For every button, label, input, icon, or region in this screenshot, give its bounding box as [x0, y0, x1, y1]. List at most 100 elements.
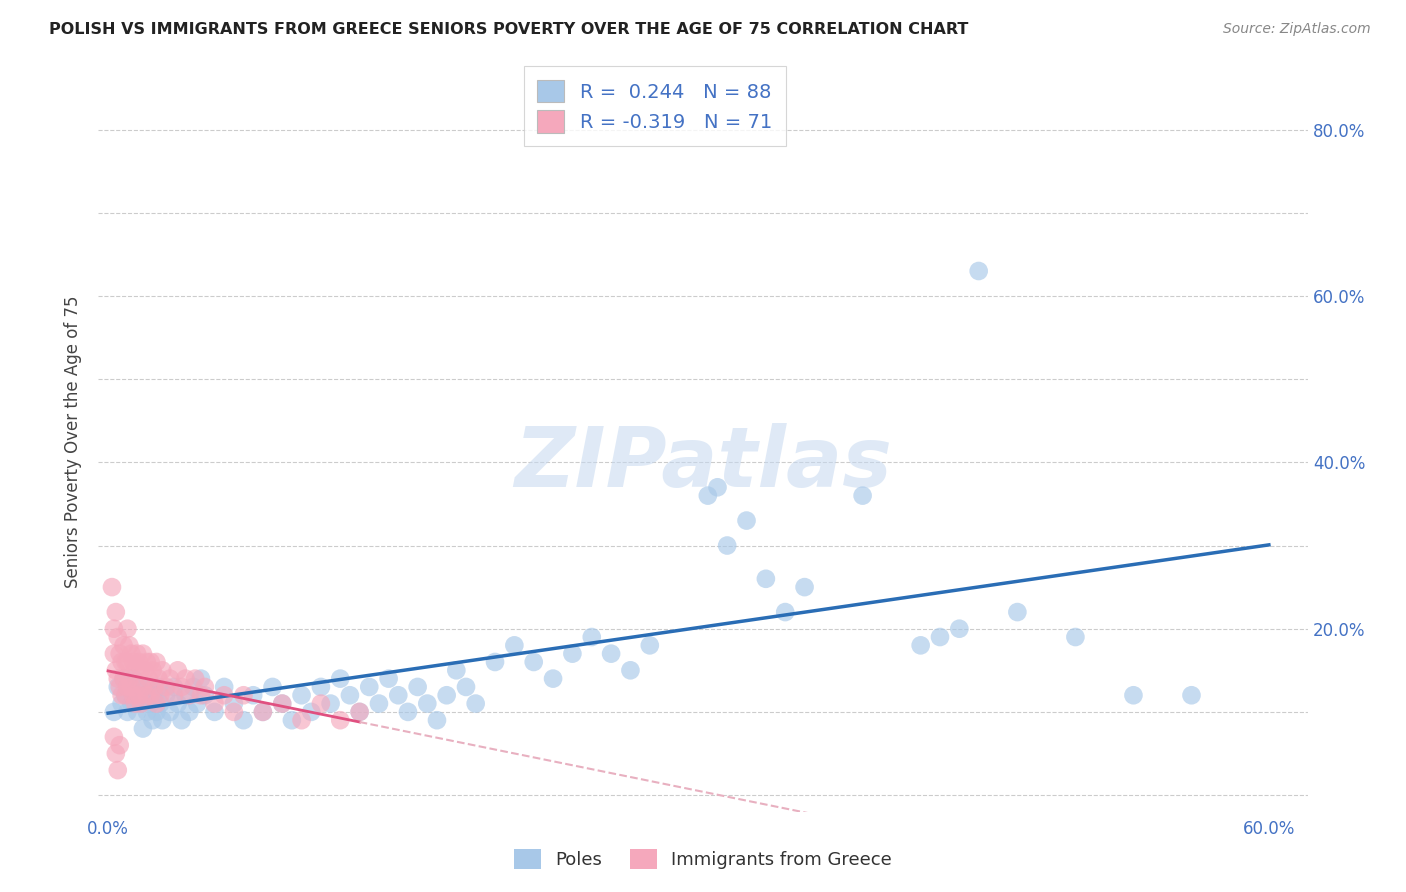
Point	[503, 638, 526, 652]
Point	[194, 680, 217, 694]
Point	[139, 655, 162, 669]
Point	[148, 680, 170, 694]
Point	[128, 680, 150, 694]
Point	[359, 680, 381, 694]
Point	[138, 680, 160, 694]
Point	[222, 705, 245, 719]
Point	[600, 647, 623, 661]
Point	[132, 680, 155, 694]
Point	[104, 605, 127, 619]
Point	[127, 647, 149, 661]
Point	[134, 663, 156, 677]
Point	[773, 605, 796, 619]
Point	[117, 622, 139, 636]
Legend: R =  0.244   N = 88, R = -0.319   N = 71: R = 0.244 N = 88, R = -0.319 N = 71	[523, 66, 786, 146]
Point	[142, 663, 165, 677]
Point	[174, 672, 197, 686]
Point	[541, 672, 564, 686]
Point	[148, 672, 170, 686]
Point	[166, 663, 188, 677]
Point	[166, 697, 188, 711]
Point	[852, 489, 875, 503]
Point	[143, 688, 166, 702]
Point	[117, 655, 139, 669]
Point	[132, 647, 155, 661]
Point	[181, 680, 204, 694]
Point	[135, 705, 157, 719]
Point	[190, 672, 212, 686]
Legend: Poles, Immigrants from Greece: Poles, Immigrants from Greece	[505, 839, 901, 879]
Point	[120, 697, 142, 711]
Point	[696, 489, 718, 503]
Point	[706, 480, 728, 494]
Point	[212, 688, 235, 702]
Point	[377, 672, 399, 686]
Point	[252, 705, 274, 719]
Point	[104, 663, 127, 677]
Point	[155, 680, 177, 694]
Point	[103, 647, 125, 661]
Point	[135, 688, 157, 702]
Point	[309, 697, 332, 711]
Point	[118, 638, 141, 652]
Point	[194, 688, 217, 702]
Point	[122, 655, 145, 669]
Point	[319, 697, 342, 711]
Point	[134, 688, 156, 702]
Point	[139, 688, 162, 702]
Point	[349, 705, 371, 719]
Point	[108, 680, 131, 694]
Point	[416, 697, 439, 711]
Point	[910, 638, 932, 652]
Point	[142, 713, 165, 727]
Point	[108, 647, 131, 661]
Text: Source: ZipAtlas.com: Source: ZipAtlas.com	[1223, 22, 1371, 37]
Point	[149, 688, 172, 702]
Point	[108, 738, 131, 752]
Point	[101, 580, 124, 594]
Point	[127, 705, 149, 719]
Point	[145, 697, 167, 711]
Point	[118, 680, 141, 694]
Point	[107, 680, 129, 694]
Point	[150, 663, 173, 677]
Point	[179, 688, 201, 702]
Point	[793, 580, 815, 594]
Point	[112, 672, 135, 686]
Point	[484, 655, 506, 669]
Point	[426, 713, 449, 727]
Point	[1064, 630, 1087, 644]
Point	[111, 697, 134, 711]
Point	[396, 705, 419, 719]
Point	[114, 688, 136, 702]
Point	[111, 688, 134, 702]
Point	[103, 622, 125, 636]
Point	[128, 688, 150, 702]
Point	[103, 705, 125, 719]
Point	[190, 688, 212, 702]
Point	[309, 680, 332, 694]
Point	[135, 655, 157, 669]
Point	[967, 264, 990, 278]
Text: ZIPatlas: ZIPatlas	[515, 423, 891, 504]
Point	[129, 697, 152, 711]
Point	[290, 713, 312, 727]
Point	[117, 680, 139, 694]
Point	[111, 655, 134, 669]
Point	[118, 672, 141, 686]
Point	[186, 697, 208, 711]
Point	[638, 638, 661, 652]
Point	[150, 713, 173, 727]
Point	[138, 672, 160, 686]
Point	[170, 713, 193, 727]
Point	[159, 672, 181, 686]
Point	[387, 688, 409, 702]
Point	[114, 688, 136, 702]
Point	[117, 705, 139, 719]
Point	[112, 672, 135, 686]
Point	[107, 763, 129, 777]
Point	[619, 663, 641, 677]
Y-axis label: Seniors Poverty Over the Age of 75: Seniors Poverty Over the Age of 75	[65, 295, 83, 588]
Point	[271, 697, 294, 711]
Point	[159, 705, 181, 719]
